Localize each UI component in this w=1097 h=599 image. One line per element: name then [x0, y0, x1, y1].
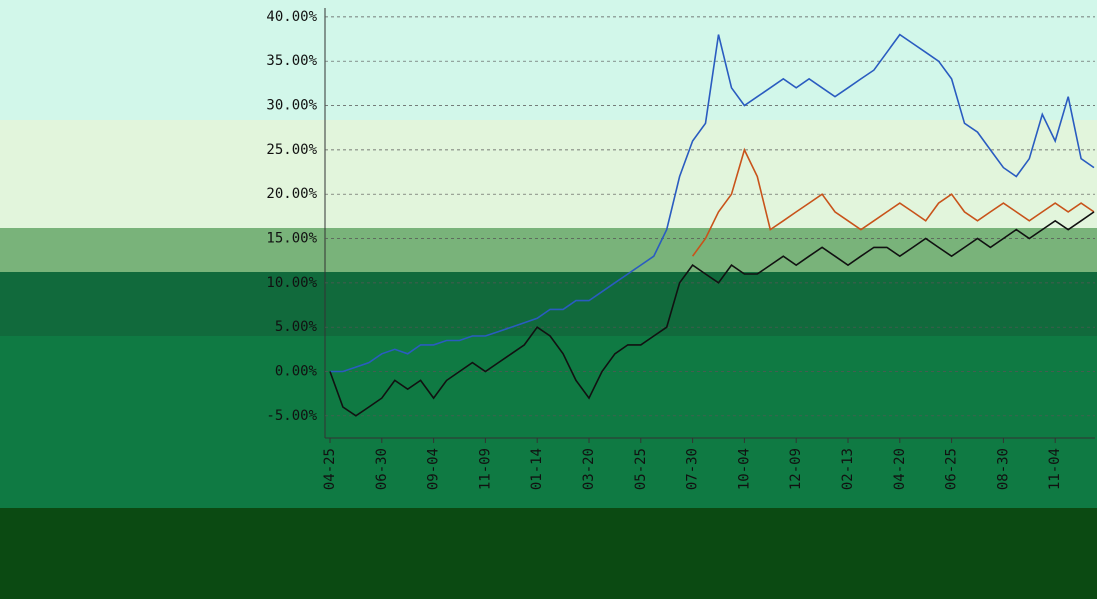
bg-band [0, 508, 1097, 599]
x-tick-label: 06-25 [944, 448, 960, 490]
x-tick-label: 07-30 [685, 448, 701, 490]
x-tick-label: 04-25 [322, 448, 338, 490]
y-tick-label: 15.00% [266, 231, 317, 247]
x-tick-label: 11-09 [477, 448, 493, 490]
y-tick-label: 0.00% [275, 364, 318, 380]
x-tick-label: 02-13 [840, 448, 856, 490]
bg-band [0, 228, 1097, 272]
y-tick-label: -5.00% [266, 408, 317, 424]
y-tick-label: 30.00% [266, 98, 317, 114]
y-tick-label: 40.00% [266, 9, 317, 25]
x-tick-label: 01-14 [529, 448, 545, 490]
x-tick-label: 08-30 [995, 448, 1011, 490]
bg-band [0, 0, 1097, 120]
x-tick-label: 10-04 [736, 448, 752, 490]
y-tick-label: 20.00% [266, 186, 317, 202]
x-tick-label: 09-04 [426, 448, 442, 490]
bg-band [0, 336, 1097, 508]
x-tick-label: 05-25 [633, 448, 649, 490]
y-tick-label: 25.00% [266, 142, 317, 158]
x-tick-label: 06-30 [374, 448, 390, 490]
x-tick-label: 03-20 [581, 448, 597, 490]
x-tick-label: 11-04 [1047, 448, 1063, 490]
screen: -5.00% 0.00% 5.00% 10.00% 15.00% 20.00% 25.00%… [0, 0, 1097, 599]
bg-band [0, 272, 1097, 336]
y-tick-label: 5.00% [275, 319, 318, 335]
x-tick-label: 04-20 [892, 448, 908, 490]
y-tick-label: 10.00% [266, 275, 317, 291]
y-tick-label: 35.00% [266, 53, 317, 69]
x-tick-label: 12-09 [788, 448, 804, 490]
